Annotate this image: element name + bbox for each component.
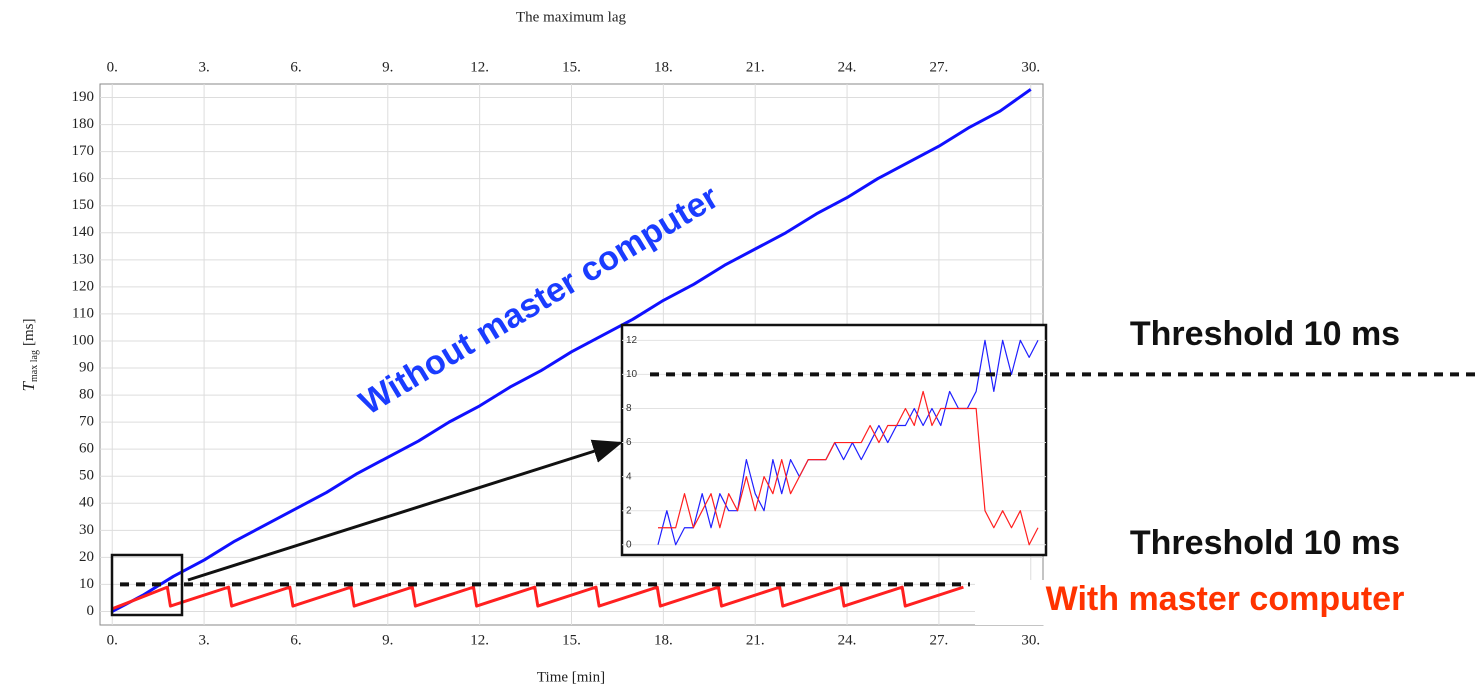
y-tick-label: 180: [72, 116, 95, 132]
inset-tick-label: 8: [626, 403, 632, 414]
y-tick-label: 40: [79, 495, 94, 511]
y-tick-label: 130: [72, 251, 95, 267]
top-tick-label: 0.: [107, 59, 118, 75]
x-tick-label: 0.: [107, 632, 118, 648]
y-tick-label: 50: [79, 468, 94, 484]
x-tick-label: 12.: [470, 632, 489, 648]
x-tick-label: 30.: [1021, 632, 1040, 648]
data-line: [657, 339, 1039, 546]
y-axis-title: Tmax lag [ms]: [19, 319, 40, 392]
y-tick-label: 170: [72, 143, 95, 159]
inset-tick-label: 4: [626, 471, 632, 482]
x-tick-label: 18.: [654, 632, 673, 648]
y-tick-label: 80: [79, 387, 94, 403]
top-axis-title: The maximum lag: [516, 9, 626, 25]
annotation-threshold: Threshold 10 ms: [1130, 315, 1400, 353]
y-tick-label: 150: [72, 197, 95, 213]
y-tick-label: 190: [72, 89, 95, 105]
top-tick-label: 30.: [1021, 59, 1040, 75]
y-tick-label: 70: [79, 414, 94, 430]
top-tick-label: 12.: [470, 59, 489, 75]
y-tick-label: 10: [79, 576, 94, 592]
data-line: [111, 88, 1032, 613]
y-tick-label: 20: [79, 549, 94, 565]
data-line: [111, 585, 964, 611]
y-tick-label: 120: [72, 278, 95, 294]
inset-plot: 0 2 4 6 8 10 12: [622, 335, 1482, 550]
y-tick-label: 90: [79, 359, 94, 375]
x-tick-label: 15.: [562, 632, 581, 648]
y-tick-label: 0: [87, 603, 95, 619]
top-tick-label: 15.: [562, 59, 581, 75]
y-label-symbol: T: [19, 380, 38, 391]
x-tick-label: 3.: [198, 632, 209, 648]
top-tick-label: 9.: [382, 59, 393, 75]
y-tick-label: 110: [72, 305, 94, 321]
y-label-subscript: max lag: [29, 350, 40, 382]
x-axis-title: Time [min]: [537, 669, 605, 685]
inset-tick-label: 0: [626, 539, 632, 550]
inset-tick-label: 10: [626, 369, 638, 380]
x-tick-label: 27.: [930, 632, 949, 648]
inset-tick-label: 2: [626, 505, 632, 516]
x-tick-label: 21.: [746, 632, 765, 648]
top-tick-label: 27.: [930, 59, 949, 75]
top-tick-label: 24.: [838, 59, 857, 75]
x-tick-label: 6.: [290, 632, 301, 648]
y-label-unit: [ms]: [21, 319, 37, 347]
top-tick-label: 18.: [654, 59, 673, 75]
data-line: [658, 390, 1039, 546]
annotation-threshold: Threshold 10 ms: [1130, 524, 1400, 562]
inset-frame: [620, 323, 1048, 557]
x-tick-label: 9.: [382, 632, 393, 648]
top-tick-label: 6.: [290, 59, 301, 75]
zoom-box: [110, 553, 184, 617]
y-tick-label: 60: [79, 441, 94, 457]
x-tick-label: 24.: [838, 632, 857, 648]
annotation-bg: [975, 580, 1482, 625]
top-tick-label: 3.: [198, 59, 209, 75]
inset-tick-label: 6: [626, 437, 632, 448]
annotation-with: With master computer: [1046, 580, 1405, 618]
top-tick-label: 21.: [746, 59, 765, 75]
inset-tick-label: 12: [626, 335, 638, 346]
y-tick-label: 100: [72, 332, 95, 348]
zoom-arrow: [187, 439, 623, 582]
y-tick-label: 140: [72, 224, 95, 240]
y-tick-label: 160: [72, 170, 95, 186]
y-tick-label: 30: [79, 522, 94, 538]
